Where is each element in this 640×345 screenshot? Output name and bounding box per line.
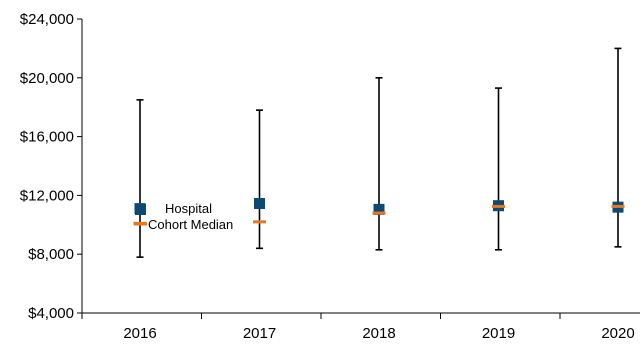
x-tick-label: 2017	[243, 325, 276, 342]
y-tick-label: $20,000	[20, 70, 74, 87]
range-bar	[136, 99, 144, 258]
y-tick-label: $24,000	[20, 11, 74, 28]
x-tick-label: 2020	[601, 325, 634, 342]
hospital-point	[254, 197, 265, 209]
hospital-point	[373, 203, 385, 215]
range-bar	[495, 87, 502, 251]
y-tick-label: $12,000	[20, 187, 74, 204]
range-bar	[614, 47, 622, 248]
y-tick-label: $4,000	[28, 305, 74, 322]
x-tick-label: 2018	[362, 325, 395, 342]
range-bars	[136, 47, 622, 258]
axes: $4,000 $8,000 $12,000 $16,000 $20,000 $24,000…	[20, 11, 640, 342]
legend-hospital-label: Hospital	[165, 201, 212, 216]
range-bar	[375, 77, 383, 251]
range-bar	[256, 109, 263, 250]
x-tick-label: 2016	[123, 325, 156, 342]
legend: Hospital Cohort Median	[134, 201, 233, 232]
y-tick-label: $8,000	[28, 246, 74, 263]
legend-hospital-marker	[135, 204, 146, 215]
x-tick-label: 2019	[482, 325, 515, 342]
legend-median-label: Cohort Median	[148, 217, 233, 232]
y-tick-label: $16,000	[20, 129, 74, 146]
